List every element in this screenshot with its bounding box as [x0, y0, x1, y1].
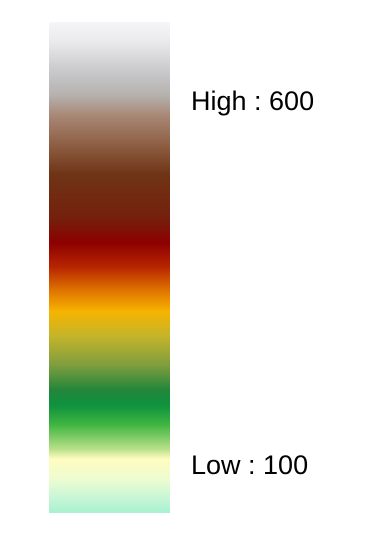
color-ramp	[49, 22, 170, 513]
low-value-label: Low : 100	[191, 450, 309, 480]
high-value-label: High : 600	[191, 86, 315, 116]
